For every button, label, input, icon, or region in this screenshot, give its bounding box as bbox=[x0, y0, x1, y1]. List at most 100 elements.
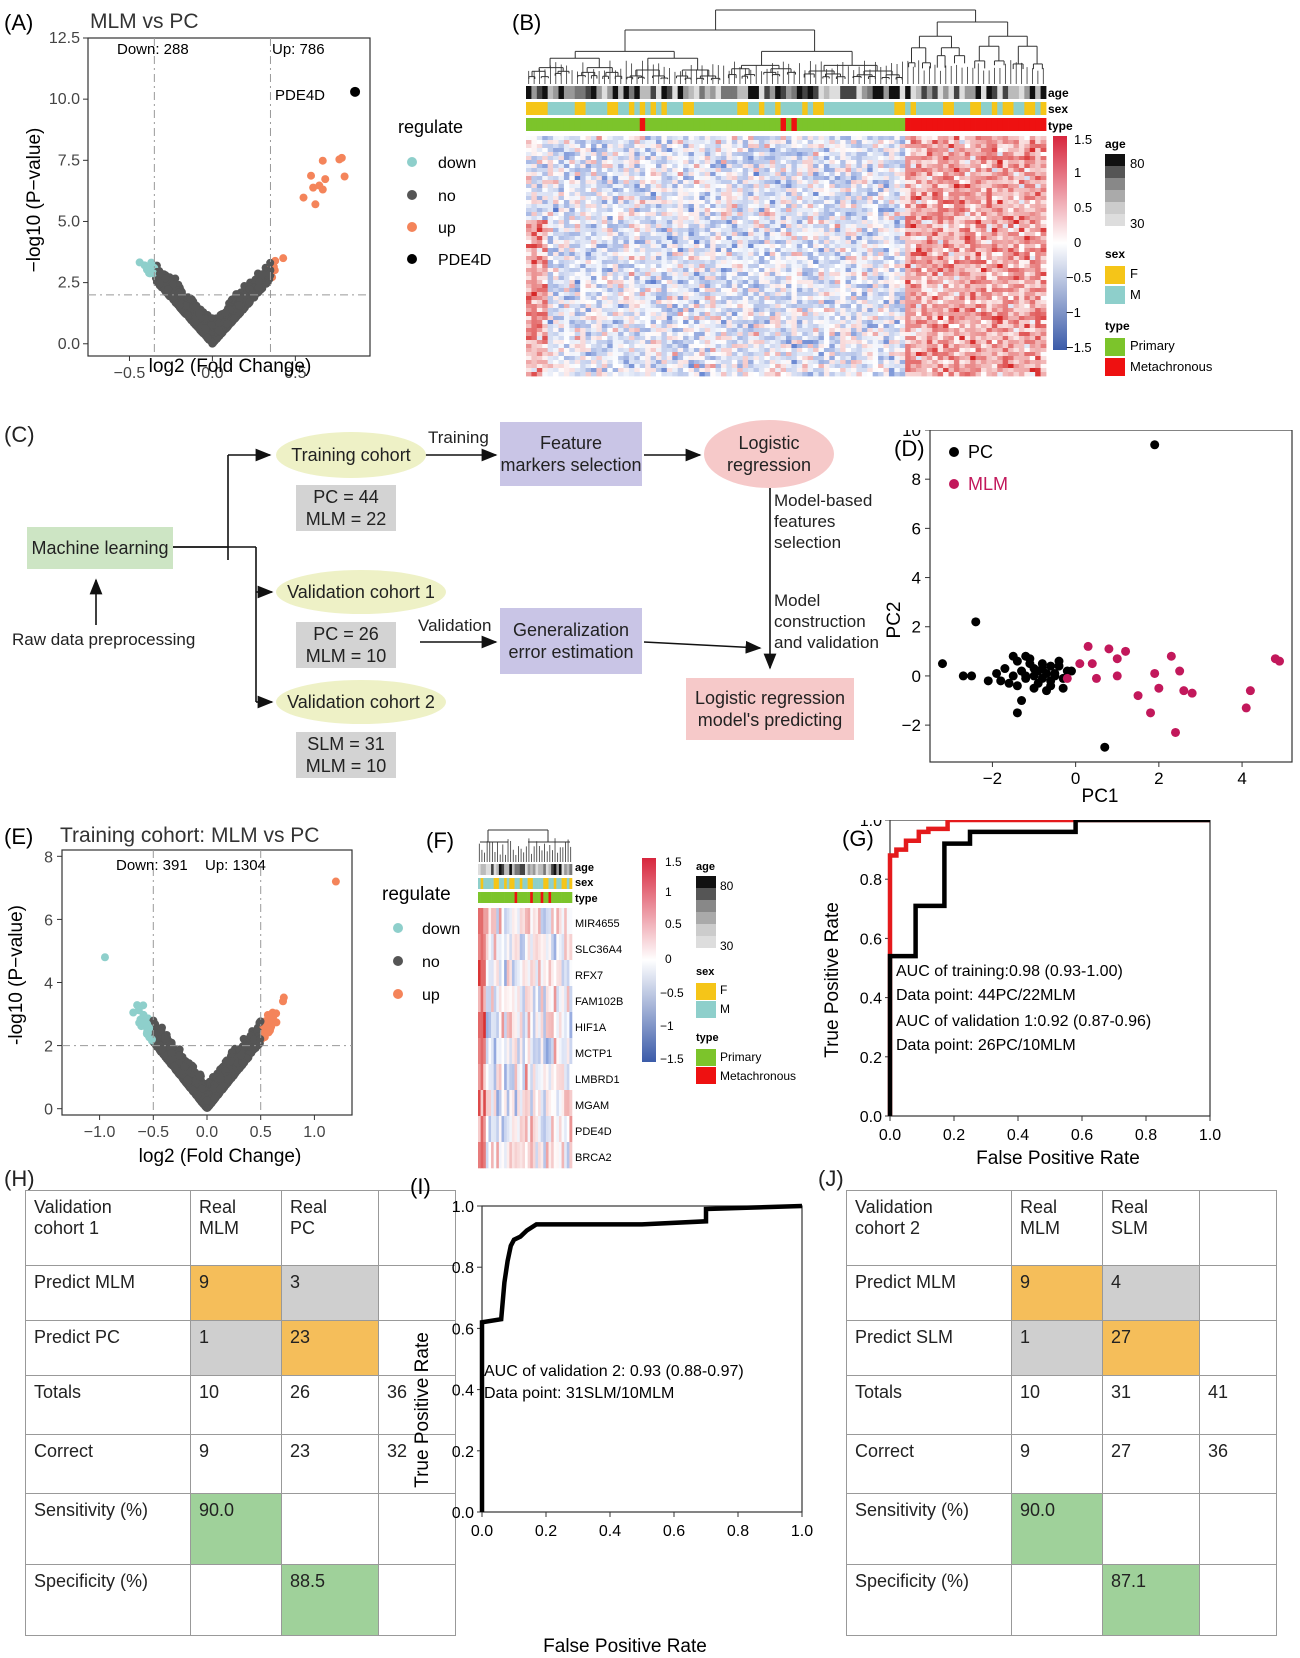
heat-cell bbox=[591, 148, 597, 153]
heat-cell bbox=[970, 136, 976, 141]
heat-cell bbox=[563, 144, 570, 149]
heat-cell bbox=[802, 212, 809, 217]
type-cell bbox=[786, 118, 792, 131]
sex-cell bbox=[796, 102, 803, 115]
heat-cell bbox=[726, 156, 733, 161]
heat-cell bbox=[758, 232, 765, 237]
heat-cell bbox=[1002, 232, 1009, 237]
heat-cell bbox=[547, 232, 554, 237]
heat-cell bbox=[1008, 136, 1014, 141]
heat-cell bbox=[683, 232, 689, 237]
heat-cell bbox=[840, 236, 846, 241]
heat-cell bbox=[536, 240, 543, 245]
heat-cell bbox=[937, 236, 944, 241]
heat-cell bbox=[780, 216, 787, 221]
heat-cell bbox=[623, 236, 630, 241]
heat-cell bbox=[834, 188, 841, 193]
heat-cell bbox=[986, 204, 993, 209]
heat-cell bbox=[1024, 176, 1031, 181]
heat-cell bbox=[656, 236, 662, 241]
heat-cell bbox=[1035, 204, 1041, 209]
heat-cell bbox=[948, 172, 955, 177]
heat-cell bbox=[823, 216, 830, 221]
heat-cell bbox=[542, 180, 549, 185]
heat-cell bbox=[623, 216, 630, 221]
heat-cell bbox=[829, 228, 836, 233]
heat-cell bbox=[829, 200, 836, 205]
heat-cell bbox=[737, 136, 744, 141]
heat-cell bbox=[656, 180, 662, 185]
heat-cell bbox=[737, 220, 744, 225]
heat-cell bbox=[688, 224, 695, 229]
heat-cell bbox=[748, 228, 754, 233]
heat-cell bbox=[596, 220, 603, 225]
volcano-point bbox=[279, 254, 288, 263]
heat-cell bbox=[780, 240, 787, 245]
heat-cell bbox=[894, 192, 901, 197]
heat-cell bbox=[1002, 184, 1009, 189]
heat-cell bbox=[683, 236, 689, 241]
sex-cell bbox=[937, 102, 944, 115]
heat-cell bbox=[553, 148, 559, 153]
heat-cell bbox=[542, 192, 549, 197]
heat-cell bbox=[813, 200, 819, 205]
heat-cell bbox=[618, 200, 624, 205]
heat-cell bbox=[607, 232, 614, 237]
sex-cell bbox=[1008, 102, 1014, 115]
heat-cell bbox=[580, 156, 586, 161]
heat-cell bbox=[997, 208, 1004, 213]
heat-cell bbox=[569, 180, 576, 185]
sex-cell bbox=[650, 102, 657, 115]
type-cell bbox=[542, 118, 549, 131]
heat-cell bbox=[764, 176, 771, 181]
heat-cell bbox=[807, 140, 814, 145]
heat-cell bbox=[943, 224, 949, 229]
heat-cell bbox=[672, 236, 679, 241]
heat-cell bbox=[574, 144, 581, 149]
heat-cell bbox=[878, 220, 884, 225]
heat-cell bbox=[845, 136, 852, 141]
heat-cell bbox=[704, 192, 711, 197]
type-cell bbox=[834, 118, 841, 131]
heat-cell bbox=[628, 212, 635, 217]
heat-cell bbox=[959, 212, 966, 217]
heat-cell bbox=[721, 216, 727, 221]
heat-cell bbox=[656, 152, 662, 157]
sex-cell bbox=[634, 102, 641, 115]
heat-cell bbox=[526, 152, 532, 157]
heat-cell bbox=[769, 204, 776, 209]
heat-cell bbox=[553, 236, 559, 241]
heat-cell bbox=[726, 236, 733, 241]
heat-cell bbox=[639, 176, 646, 181]
heat-cell bbox=[943, 160, 949, 165]
heat-cell bbox=[1008, 192, 1014, 197]
heat-cell bbox=[721, 208, 727, 213]
heat-cell bbox=[1018, 204, 1025, 209]
heat-cell bbox=[780, 156, 787, 161]
heat-cell bbox=[845, 144, 852, 149]
heat-cell bbox=[699, 224, 706, 229]
heat-cell bbox=[699, 136, 706, 141]
heat-cell bbox=[1008, 180, 1014, 185]
heat-cell bbox=[888, 220, 895, 225]
heat-cell bbox=[715, 188, 722, 193]
y-tick-label: 0.0 bbox=[58, 336, 80, 353]
heat-cell bbox=[731, 228, 738, 233]
heat-cell bbox=[547, 176, 554, 181]
heat-cell bbox=[645, 216, 651, 221]
heat-cell bbox=[634, 192, 641, 197]
heat-cell bbox=[872, 216, 879, 221]
heat-cell bbox=[878, 136, 884, 141]
heat-cell bbox=[845, 192, 852, 197]
heat-cell bbox=[742, 208, 749, 213]
age-cell bbox=[981, 86, 987, 99]
heat-cell bbox=[856, 240, 863, 245]
age-cell bbox=[623, 86, 630, 99]
heat-cell bbox=[693, 192, 700, 197]
heat-cell bbox=[683, 164, 689, 169]
heat-cell bbox=[726, 180, 733, 185]
heat-cell bbox=[986, 236, 993, 241]
heat-cell bbox=[585, 236, 592, 241]
sex-cell bbox=[704, 102, 711, 115]
heat-cell bbox=[677, 172, 684, 177]
